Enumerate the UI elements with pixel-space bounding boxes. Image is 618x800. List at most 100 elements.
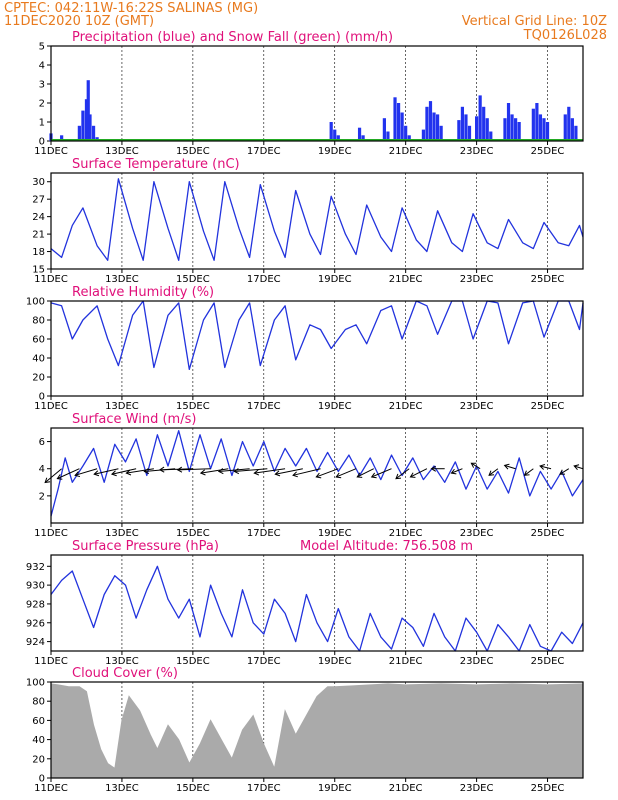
precipitation-bar: [77, 125, 81, 141]
wind-vector: [126, 468, 154, 474]
y-tick-label: 926: [26, 618, 45, 629]
plot-frame: [50, 172, 584, 270]
wind-vector-head: [470, 462, 477, 468]
plot-frame: [50, 427, 584, 524]
precipitation-panel: Precipitation (blue) and Snow Fall (gree…: [34, 30, 584, 157]
cloud-cover-panel: Cloud Cover (%) 0 20 40 60 80 100 11DEC 13DEC 15…: [26, 666, 584, 794]
precipitation-bar: [421, 129, 425, 141]
y-tick-label: 0: [39, 392, 45, 403]
wind-vector: [574, 465, 584, 470]
x-tick-label: 11DEC: [34, 274, 68, 285]
pressure-panel: Surface Pressure (hPa) Model Altitude: 7…: [26, 539, 584, 667]
y-tick-label: 20: [32, 754, 45, 765]
precipitation-bar: [428, 101, 433, 141]
x-tick-label: 23DEC: [460, 146, 494, 157]
precipitation-bar: [460, 106, 465, 141]
wind-vector-head: [523, 470, 530, 476]
precipitation-bar: [88, 114, 92, 141]
x-tick-label: 23DEC: [460, 401, 494, 412]
plot-frame: [50, 554, 584, 652]
cloud-cover-title: Cloud Cover (%): [72, 666, 178, 681]
wind-vector-head: [199, 469, 206, 476]
x-tick-label: 25DEC: [531, 274, 565, 285]
header-run-id: TQ0126L028: [523, 28, 607, 43]
x-tick-label: 13DEC: [105, 274, 139, 285]
header-date: 11DEC2020 10Z (GMT): [4, 14, 154, 29]
precipitation-bar: [506, 103, 511, 141]
wind-vector-head: [158, 466, 165, 473]
temperature-panel: Surface Temperature (nC) 15 18 21 24 27 30 11D…: [32, 157, 584, 285]
precipitation-bar: [60, 135, 64, 141]
humidity-title: Relative Humidity (%): [72, 285, 214, 300]
wind-vector-head: [292, 471, 298, 478]
precipitation-bar: [329, 122, 333, 141]
wind-vector-head: [253, 469, 260, 476]
y-tick-label: 27: [32, 195, 45, 206]
x-tick-label: 11DEC: [34, 401, 68, 412]
wind-vector: [471, 462, 481, 470]
x-tick-label: 15DEC: [176, 783, 210, 794]
y-tick-label: 15: [32, 265, 45, 276]
wind-vector: [395, 468, 410, 480]
x-tick-label: 17DEC: [247, 401, 281, 412]
wind-vector-head: [450, 468, 457, 475]
y-tick-label: 3: [39, 80, 45, 91]
precipitation-bar: [478, 95, 482, 141]
precipitation-bar: [535, 103, 539, 141]
precipitation-bar: [386, 131, 390, 141]
wind-vector-head: [93, 470, 100, 477]
wind-vector: [44, 468, 62, 483]
x-tick-label: 23DEC: [460, 274, 494, 285]
y-tick-label: 5: [39, 42, 45, 53]
wind-vector: [159, 468, 193, 471]
precipitation-bar: [336, 135, 340, 141]
temperature-title: Surface Temperature (nC): [72, 157, 240, 172]
precipitation-bar: [400, 112, 404, 141]
precipitation-bar: [432, 112, 436, 141]
precipitation-bar: [503, 118, 507, 141]
y-tick-label: 30: [32, 177, 45, 188]
precipitation-bar: [439, 125, 443, 141]
precipitation-bar: [517, 122, 521, 141]
x-tick-label: 15DEC: [176, 146, 210, 157]
precipitation-bar: [84, 99, 89, 141]
precipitation-bar: [382, 118, 386, 141]
header-grid-note: Vertical Grid Line: 10Z: [462, 14, 607, 29]
precipitation-bar: [510, 114, 514, 141]
y-tick-label: 4: [39, 61, 45, 72]
x-tick-label: 23DEC: [460, 783, 494, 794]
header-location: CPTEC: 042:11W-16:22S SALINAS (MG): [4, 1, 258, 16]
wind-vector-head: [315, 472, 322, 479]
wind-vector: [111, 468, 137, 475]
wind-vector-head: [44, 477, 51, 484]
y-tick-label: 924: [26, 637, 45, 648]
x-tick-label: 13DEC: [105, 528, 139, 539]
y-tick-label: 80: [32, 316, 45, 327]
x-tick-label: 13DEC: [105, 401, 139, 412]
x-tick-label: 19DEC: [318, 783, 352, 794]
y-tick-label: 2: [39, 491, 45, 502]
y-tick-label: 1: [39, 118, 45, 129]
y-tick-label: 0: [39, 137, 45, 148]
x-tick-label: 17DEC: [247, 656, 281, 667]
x-tick-label: 19DEC: [318, 401, 352, 412]
wind-vector-head: [74, 471, 81, 478]
wind-vector: [539, 465, 552, 470]
wind-vector-head: [110, 470, 117, 477]
wind-vector-head: [233, 468, 240, 475]
wind-vector: [504, 464, 516, 470]
wind-vector-head: [503, 463, 510, 470]
precipitation-bar: [361, 135, 365, 141]
wind-vector: [94, 468, 119, 475]
plot-frame: [50, 681, 584, 779]
wind-vector-head: [356, 472, 363, 478]
y-tick-label: 930: [26, 581, 45, 592]
precipitation-bar: [514, 118, 518, 141]
wind-vector: [254, 468, 286, 474]
wind-vector-head: [559, 469, 566, 475]
x-tick-label: 13DEC: [105, 783, 139, 794]
x-tick-label: 21DEC: [389, 528, 423, 539]
precipitation-bar: [457, 120, 461, 141]
precipitation-bar: [570, 118, 574, 141]
